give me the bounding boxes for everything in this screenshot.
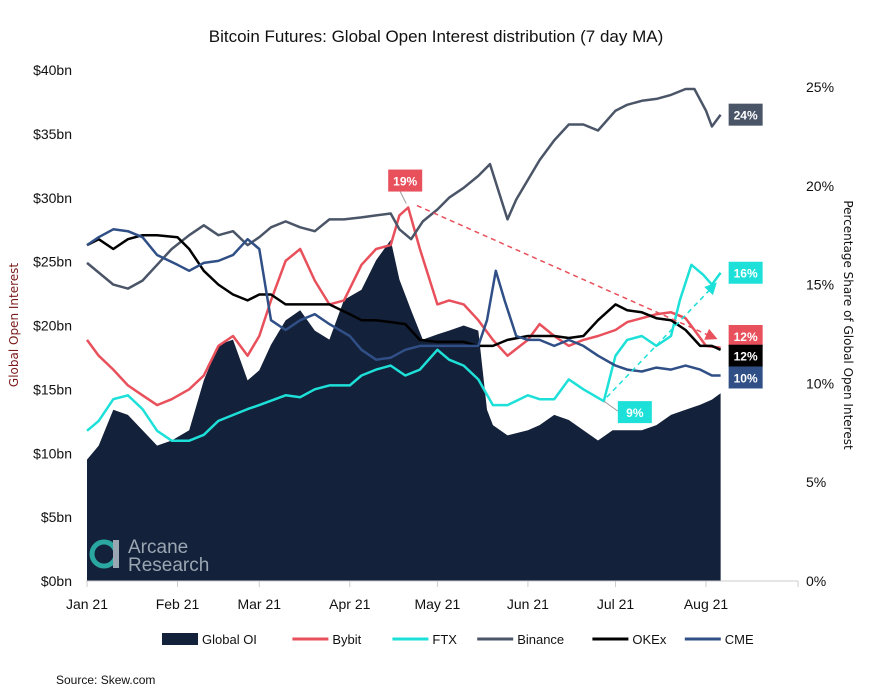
annotation-badge <box>728 324 763 347</box>
annotation-label: 10% <box>734 371 758 385</box>
y-tick-label: $30bn <box>33 190 72 206</box>
annotation-label: 9% <box>626 406 644 420</box>
annotation-badge <box>728 103 763 126</box>
watermark-line1: Arcane <box>128 537 188 558</box>
y2-tick-label: 15% <box>806 277 834 293</box>
x-tick-label: Jan 21 <box>66 596 108 612</box>
y-tick-label: $15bn <box>33 381 72 397</box>
chart-title: Bitcoin Futures: Global Open Interest di… <box>209 27 663 46</box>
annotation-badge <box>617 401 652 424</box>
source-note: Source: Skew.com <box>56 673 155 687</box>
x-tick-label: Apr 21 <box>329 596 370 612</box>
y2-tick-label: 0% <box>806 573 826 589</box>
annotation-label: 24% <box>734 109 758 123</box>
annotation-leader <box>399 191 407 204</box>
y-axis-label: Global Open Interest <box>7 263 21 387</box>
annotation-badge <box>388 169 423 192</box>
y-tick-label: $25bn <box>33 254 72 270</box>
annotation-label: 16% <box>734 267 758 281</box>
annotation-label: 12% <box>734 350 758 364</box>
x-tick-label: May 21 <box>414 596 460 612</box>
annotation-badge <box>728 261 763 284</box>
legend-item-bybit: Bybit <box>332 632 361 647</box>
y-tick-label: $0bn <box>41 573 72 589</box>
y2-tick-label: 20% <box>806 178 834 194</box>
trend-arrow <box>416 204 718 340</box>
series-line-ftx <box>86 263 722 442</box>
annotation-leader <box>603 400 619 412</box>
y2-axis-label: Percentage Share of Global Open Interest <box>841 200 855 450</box>
y-tick-label: $20bn <box>33 318 72 334</box>
global-oi-area <box>87 239 721 581</box>
legend-item-global-oi: Global OI <box>202 632 257 647</box>
annotation-label: 12% <box>734 330 758 344</box>
legend-item-binance: Binance <box>517 632 564 647</box>
y2-tick-label: 10% <box>806 375 834 391</box>
series-line-cme <box>86 228 721 377</box>
y-tick-label: $10bn <box>33 445 72 461</box>
legend-item-okex: OKEx <box>632 632 666 647</box>
series-line-binance <box>86 87 722 290</box>
y2-tick-label: 25% <box>806 79 834 95</box>
x-tick-label: Feb 21 <box>156 596 200 612</box>
x-tick-label: Jun 21 <box>507 596 549 612</box>
series-line-okex <box>86 233 722 351</box>
annotation-badge <box>728 344 763 367</box>
y-tick-label: $40bn <box>33 62 72 78</box>
annotation-badge <box>728 366 763 389</box>
watermark-line2: Research <box>128 555 209 576</box>
legend-item-ftx: FTX <box>432 632 457 647</box>
y2-tick-label: 5% <box>806 474 826 490</box>
arcane-logo-bar <box>113 540 119 568</box>
x-tick-label: Mar 21 <box>237 596 281 612</box>
x-tick-label: Aug 21 <box>684 596 729 612</box>
y-tick-label: $35bn <box>33 126 72 142</box>
y-tick-label: $5bn <box>41 509 72 525</box>
legend-swatch <box>162 633 198 645</box>
annotation-label: 19% <box>393 175 417 189</box>
trend-arrow <box>606 282 717 398</box>
series-line-bybit <box>85 206 721 407</box>
x-tick-label: Jul 21 <box>597 596 635 612</box>
legend-item-cme: CME <box>725 632 754 647</box>
